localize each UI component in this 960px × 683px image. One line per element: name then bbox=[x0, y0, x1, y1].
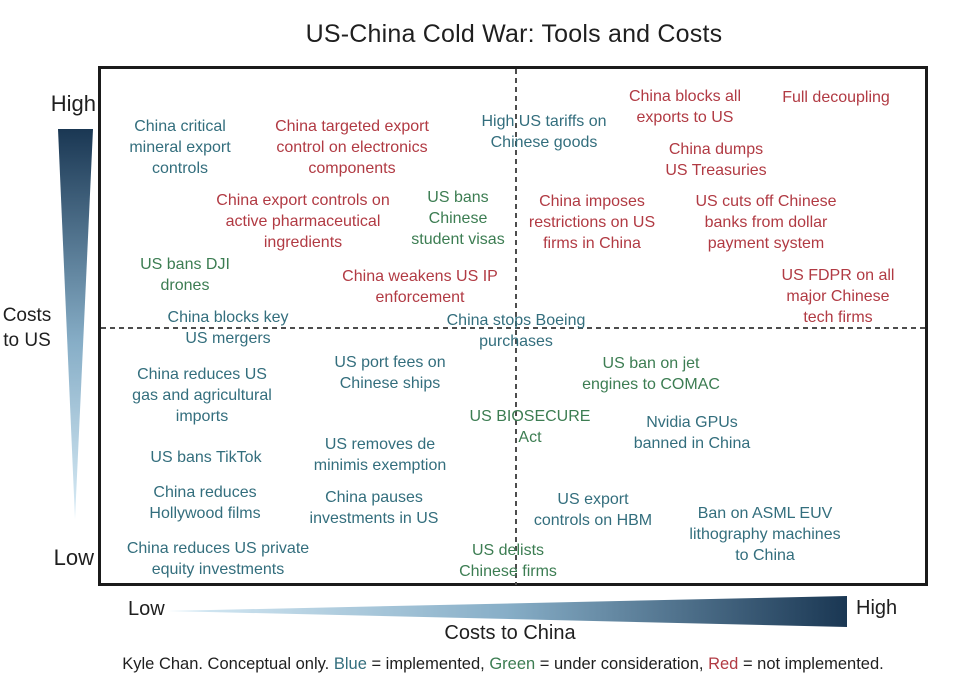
chart-item: China stops Boeing purchases bbox=[446, 312, 586, 350]
legend-segment: Red bbox=[708, 655, 739, 673]
chart-item: China pauses investments in US bbox=[309, 489, 439, 527]
chart-item: US ban on jet engines to COMAC bbox=[582, 355, 720, 393]
x-axis-wedge-icon bbox=[167, 596, 847, 627]
legend-segment: Blue bbox=[333, 655, 367, 673]
chart-item: China reduces US gas and agricultural im… bbox=[132, 366, 272, 425]
chart-item: US BIOSECURE Act bbox=[469, 408, 591, 446]
y-axis-title: Costs to US bbox=[2, 305, 52, 351]
y-axis-low-label: Low bbox=[53, 545, 94, 570]
chart-item: Ban on ASML EUV lithography machines to … bbox=[689, 505, 841, 564]
horizontal-dashed-divider bbox=[101, 327, 927, 329]
chart-item: China reduces US private equity investme… bbox=[126, 540, 310, 578]
chart-item: High US tariffs on Chinese goods bbox=[481, 113, 607, 151]
chart-item: China blocks all exports to US bbox=[628, 88, 742, 126]
chart-item: US FDPR on all major Chinese tech firms bbox=[781, 267, 895, 326]
chart-item: China critical mineral export controls bbox=[129, 118, 231, 177]
chart-item: China dumps US Treasuries bbox=[665, 141, 767, 179]
legend-segment: = implemented, bbox=[366, 655, 490, 673]
plot-area-border bbox=[98, 66, 928, 586]
y-axis-wedge-icon bbox=[58, 129, 93, 519]
chart-item: Nvidia GPUs banned in China bbox=[633, 414, 751, 452]
x-axis-low-label: Low bbox=[128, 598, 165, 620]
chart-item: US port fees on Chinese ships bbox=[334, 354, 446, 392]
legend-segment: Green bbox=[489, 655, 536, 673]
x-axis-high-label: High bbox=[856, 597, 898, 619]
chart-item: US bans DJI drones bbox=[140, 256, 230, 294]
chart-item: US bans TikTok bbox=[150, 449, 262, 466]
chart-title: US-China Cold War: Tools and Costs bbox=[305, 20, 723, 48]
chart-item: China targeted export control on electro… bbox=[275, 118, 429, 177]
chart-item: China weakens US IP enforcement bbox=[342, 268, 498, 306]
chart-item: Full decoupling bbox=[782, 89, 890, 106]
chart-item: US cuts off Chinese banks from dollar pa… bbox=[695, 193, 837, 252]
chart-item: China reduces Hollywood films bbox=[149, 484, 261, 522]
chart-item: US bans Chinese student visas bbox=[411, 189, 505, 248]
legend-segment: Kyle Chan. Conceptual only. bbox=[122, 655, 334, 673]
attribution-legend: Kyle Chan. Conceptual only. Blue = imple… bbox=[122, 655, 883, 674]
x-axis-title: Costs to China bbox=[444, 622, 576, 644]
chart-item: China export controls on active pharmace… bbox=[216, 192, 390, 251]
chart-item: US removes de minimis exemption bbox=[313, 436, 447, 474]
chart-item: US export controls on HBM bbox=[533, 491, 653, 529]
chart-item: China imposes restrictions on US firms i… bbox=[528, 193, 656, 252]
legend-segment: = not implemented. bbox=[738, 655, 884, 673]
chart-item: China blocks key US mergers bbox=[167, 309, 289, 347]
chart-item: US delists Chinese firms bbox=[459, 542, 557, 580]
legend-segment: = under consideration, bbox=[535, 655, 709, 673]
y-axis-high-label: High bbox=[50, 91, 96, 116]
